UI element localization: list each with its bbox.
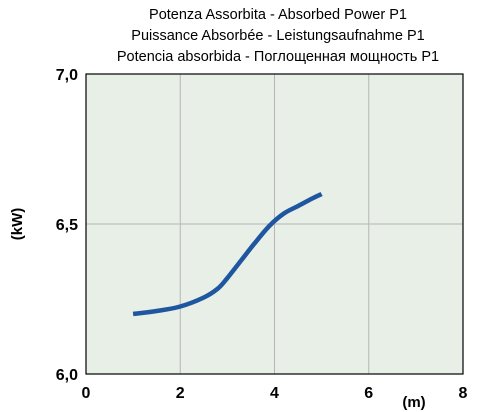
- tick-labels: 0 2 4 6 8 6,0 6,5 7,0: [56, 67, 468, 402]
- plot-frame: [85, 73, 464, 375]
- x-tick-label: 0: [82, 385, 91, 402]
- title-line-2: Puissance Absorbée - Leistungsaufnahme P…: [131, 28, 424, 44]
- x-tick-label: 2: [176, 385, 185, 402]
- y-axis-label: (kW): [9, 208, 26, 241]
- title-line-3: Potencia absorbida - Поглощенная мощност…: [117, 49, 439, 65]
- x-tick-label: 4: [270, 385, 279, 402]
- x-tick-label: 6: [364, 385, 373, 402]
- x-tick-label: 8: [459, 385, 468, 402]
- x-axis-label: (m): [402, 394, 425, 411]
- y-tick-label: 7,0: [56, 67, 78, 84]
- y-tick-label: 6,5: [56, 217, 78, 234]
- chart-title: Potenza Assorbita - Absorbed Power P1 Pu…: [117, 7, 439, 65]
- y-tick-label: 6,0: [56, 367, 78, 384]
- series-layer: [132, 191, 323, 317]
- power-curve-line: [132, 191, 323, 317]
- title-line-1: Potenza Assorbita - Absorbed Power P1: [149, 7, 407, 23]
